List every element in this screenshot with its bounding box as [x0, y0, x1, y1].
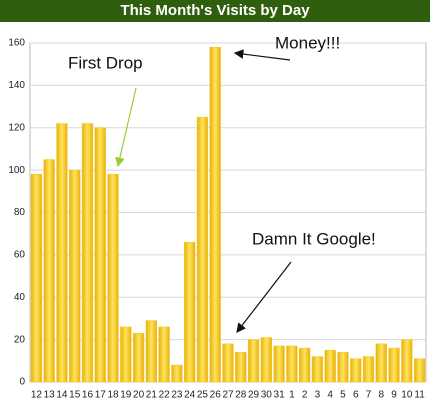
bar [107, 174, 119, 383]
x-tick-label: 24 [184, 390, 196, 401]
x-tick-label: 12 [31, 390, 43, 401]
x-tick-label: 22 [159, 390, 171, 401]
x-tick-label: 4 [327, 390, 333, 401]
chart-title: This Month's Visits by Day [120, 2, 310, 19]
bar [337, 352, 349, 383]
x-tick-label: 5 [340, 390, 346, 401]
x-tick-label: 2 [302, 390, 308, 401]
x-tick-label: 17 [95, 390, 107, 401]
x-tick-label: 6 [353, 390, 359, 401]
bar [273, 345, 285, 383]
y-tick-label: 0 [19, 377, 25, 388]
x-tick-label: 15 [69, 390, 81, 401]
x-tick-label: 18 [107, 390, 119, 401]
bar [184, 241, 196, 383]
bar [30, 174, 43, 383]
bar [350, 358, 362, 383]
bar [132, 333, 145, 383]
x-tick-label: 25 [197, 390, 209, 401]
x-tick-label: 23 [171, 390, 183, 401]
bar [247, 339, 260, 383]
bar [94, 127, 106, 383]
annotation: First Drop [68, 53, 143, 72]
bar [209, 46, 221, 383]
bar [324, 349, 336, 383]
bar [81, 123, 94, 383]
y-tick-label: 120 [8, 122, 25, 133]
x-tick-label: 8 [379, 390, 385, 401]
x-tick-label: 28 [235, 390, 247, 401]
bar [401, 339, 413, 383]
y-tick-label: 20 [14, 334, 26, 345]
y-tick-label: 100 [8, 165, 25, 176]
x-tick-label: 30 [261, 390, 273, 401]
x-tick-label: 26 [210, 390, 222, 401]
annotation: Money!!! [275, 33, 340, 52]
x-tick-label: 29 [248, 390, 260, 401]
bar [286, 345, 298, 383]
x-tick-label: 3 [315, 390, 321, 401]
bar [388, 347, 400, 383]
bar [413, 358, 426, 383]
x-tick-label: 11 [414, 390, 425, 401]
bar [196, 116, 209, 383]
x-tick-label: 31 [274, 390, 286, 401]
title-bar [0, 0, 430, 22]
annotation-arrow [233, 49, 291, 61]
bar [222, 343, 234, 383]
y-tick-label: 160 [8, 38, 25, 49]
x-tick-label: 9 [391, 390, 397, 401]
x-tick-label: 14 [56, 390, 68, 401]
x-tick-label: 7 [366, 390, 372, 401]
x-tick-label: 13 [44, 390, 56, 401]
y-tick-label: 140 [8, 80, 25, 91]
x-tick-label: 21 [146, 390, 158, 401]
annotation: Damn It Google! [252, 229, 376, 248]
bar [311, 356, 324, 383]
x-tick-label: 10 [401, 390, 413, 401]
x-tick-label: 27 [222, 390, 234, 401]
annotation-arrow [115, 87, 137, 168]
x-tick-label: 16 [82, 390, 94, 401]
bar [145, 320, 157, 383]
annotation-arrow [236, 261, 292, 333]
bar [158, 326, 170, 383]
bar [120, 326, 132, 383]
bar [43, 159, 55, 383]
x-tick-label: 19 [120, 390, 132, 401]
y-tick-label: 80 [14, 207, 26, 218]
bar [235, 352, 247, 383]
bar [362, 356, 375, 383]
y-tick-label: 60 [14, 250, 26, 261]
bar [375, 343, 387, 383]
bar [260, 337, 272, 383]
y-tick-label: 40 [14, 292, 26, 303]
bar [171, 364, 183, 383]
bar [56, 123, 68, 383]
x-tick-label: 1 [289, 390, 295, 401]
x-tick-label: 20 [133, 390, 145, 401]
bar [299, 347, 311, 383]
bar [69, 169, 81, 383]
